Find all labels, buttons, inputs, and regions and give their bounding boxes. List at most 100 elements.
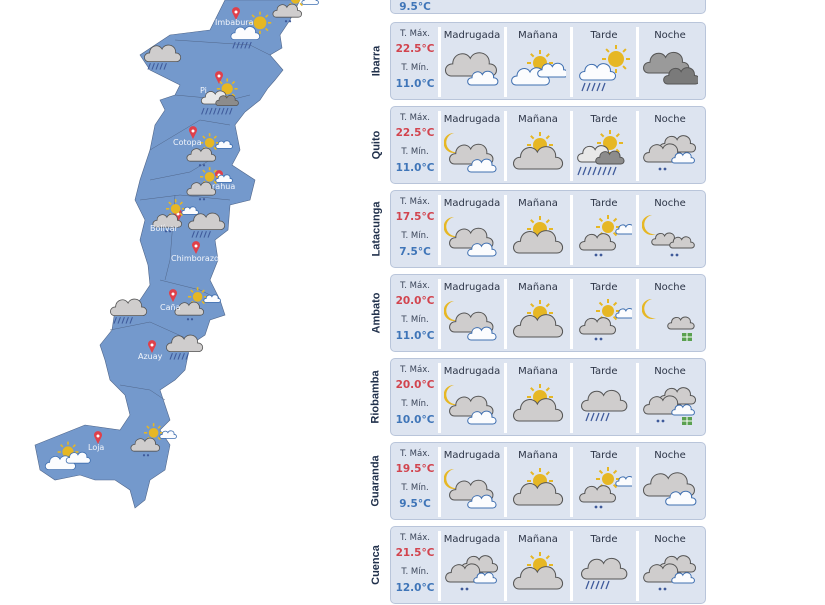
period-label: Madrugada <box>443 198 501 209</box>
temperature-column: T. Máx. 20.0°C T. Mín. 10.0°C <box>391 359 439 437</box>
location-pin-icon <box>94 431 102 444</box>
cloudy-overcast-icon <box>444 52 499 86</box>
province-label: Imbabura <box>215 18 254 27</box>
period-label: Tarde <box>590 114 618 125</box>
weather-card: T. Máx. 20.0°C T. Mín. 10.0°C Madrugada … <box>390 358 706 436</box>
period-cell: Mañana <box>504 447 569 517</box>
weather-card: T. Máx. 20.0°C T. Mín. 11.0°C Madrugada … <box>390 274 706 352</box>
location-pin-icon <box>232 7 240 20</box>
min-temp: 10.0°C <box>395 414 435 426</box>
province-label: Cotopa <box>173 138 202 147</box>
moon-clouds-icon <box>642 214 695 257</box>
period-cell: Mañana <box>504 27 569 97</box>
period-label: Mañana <box>518 198 558 209</box>
period-cell: Tarde <box>570 363 635 433</box>
max-temp: 19.5°C <box>395 463 435 475</box>
min-temp: 11.0°C <box>395 162 435 174</box>
max-label: T. Máx. <box>400 365 430 375</box>
city-label: Quito <box>370 130 382 160</box>
period-label: Mañana <box>518 366 558 377</box>
weather-card-partial: 9.5°C <box>390 0 706 14</box>
location-pin-icon <box>148 340 156 353</box>
weather-card: T. Máx. 17.5°C T. Mín. 7.5°C Madrugada M… <box>390 190 706 268</box>
cloud-rain-icon <box>581 389 628 422</box>
temperature-column: T. Máx. 20.0°C T. Mín. 11.0°C <box>391 275 439 353</box>
moon-cloud-icon <box>444 216 497 257</box>
partly-sunny-icon <box>44 441 91 471</box>
max-label: T. Máx. <box>400 449 430 459</box>
max-label: T. Máx. <box>400 197 430 207</box>
city-label: Guaranda <box>370 455 383 507</box>
sun-gray-cloud-icon <box>513 300 564 338</box>
moon-cloud-hail-icon <box>642 298 695 341</box>
period-label: Tarde <box>590 282 618 293</box>
city-label: Riobamba <box>370 370 382 424</box>
clouds-drizzle-icon <box>445 555 499 591</box>
weather-card: T. Máx. 21.5°C T. Mín. 12.0°C Madrugada … <box>390 526 706 604</box>
province-label: Azuay <box>138 352 163 361</box>
min-temp: 9.5°C <box>399 1 431 13</box>
min-label: T. Mín. <box>401 483 429 493</box>
period-label: Madrugada <box>443 366 501 377</box>
moon-cloud-icon <box>444 468 497 509</box>
period-label: Madrugada <box>443 450 501 461</box>
sun-gray-cloud-icon <box>513 216 564 254</box>
ecuador-sierra-map <box>34 0 319 509</box>
temperature-column: T. Máx. 21.5°C T. Mín. 12.0°C <box>391 527 439 605</box>
period-cell: Tarde <box>570 195 635 265</box>
min-label: T. Mín. <box>401 567 429 577</box>
min-temp: 11.0°C <box>395 78 435 90</box>
max-temp: 20.0°C <box>395 295 435 307</box>
sun-gray-cloud-icon <box>513 384 564 422</box>
period-cell: Madrugada <box>438 447 503 517</box>
sun-storm-rain-icon <box>577 130 625 176</box>
cloud-rain-icon <box>581 557 628 590</box>
sun-cloud-drizzle-icon <box>579 215 632 257</box>
period-cell: Madrugada <box>438 111 503 181</box>
temperature-column: T. Máx. 22.5°C T. Mín. 11.0°C <box>391 107 439 185</box>
location-pin-icon <box>189 126 197 139</box>
period-label: Tarde <box>590 198 618 209</box>
period-label: Noche <box>654 198 686 209</box>
period-label: Noche <box>654 366 686 377</box>
period-cell: Madrugada <box>438 279 503 349</box>
period-label: Mañana <box>518 534 558 545</box>
province-label: rahua <box>212 182 236 191</box>
period-cell: Madrugada <box>438 363 503 433</box>
period-label: Noche <box>654 450 686 461</box>
max-label: T. Máx. <box>400 533 430 543</box>
temperature-column: T. Máx. 17.5°C T. Mín. 7.5°C <box>391 191 439 269</box>
moon-cloud-icon <box>444 132 497 173</box>
period-cell: Tarde <box>570 279 635 349</box>
sun-gray-cloud-icon <box>513 132 564 170</box>
period-cell: Mañana <box>504 279 569 349</box>
min-temp: 7.5°C <box>399 246 431 258</box>
period-label: Mañana <box>518 282 558 293</box>
min-temp: 9.5°C <box>399 498 431 510</box>
period-cell: Noche <box>636 111 701 181</box>
period-cell: Mañana <box>504 111 569 181</box>
period-label: Madrugada <box>443 30 501 41</box>
max-temp: 21.5°C <box>395 547 435 559</box>
clouds-drizzle-icon <box>643 555 697 591</box>
period-cell: Noche <box>636 531 701 601</box>
sun-cloud-drizzle-icon <box>152 199 199 233</box>
min-label: T. Mín. <box>401 399 429 409</box>
cloud-rain-icon <box>188 212 226 238</box>
sun-cloud-drizzle-icon <box>272 0 319 23</box>
period-cell: Mañana <box>504 531 569 601</box>
sun-cloud-drizzle-icon <box>186 167 233 201</box>
max-temp: 22.5°C <box>395 127 435 139</box>
period-label: Madrugada <box>443 114 501 125</box>
period-cell: Noche <box>636 195 701 265</box>
max-temp: 20.0°C <box>395 379 435 391</box>
period-cell: Tarde <box>570 111 635 181</box>
clouds-drizzle-icon <box>643 135 697 171</box>
period-label: Madrugada <box>443 282 501 293</box>
sun-cloud-drizzle-icon <box>174 287 221 321</box>
period-cell: Noche <box>636 27 701 97</box>
max-temp: 17.5°C <box>395 211 435 223</box>
min-label: T. Mín. <box>401 147 429 157</box>
period-cell: Mañana <box>504 195 569 265</box>
province-label: Chimborazo <box>171 254 219 263</box>
